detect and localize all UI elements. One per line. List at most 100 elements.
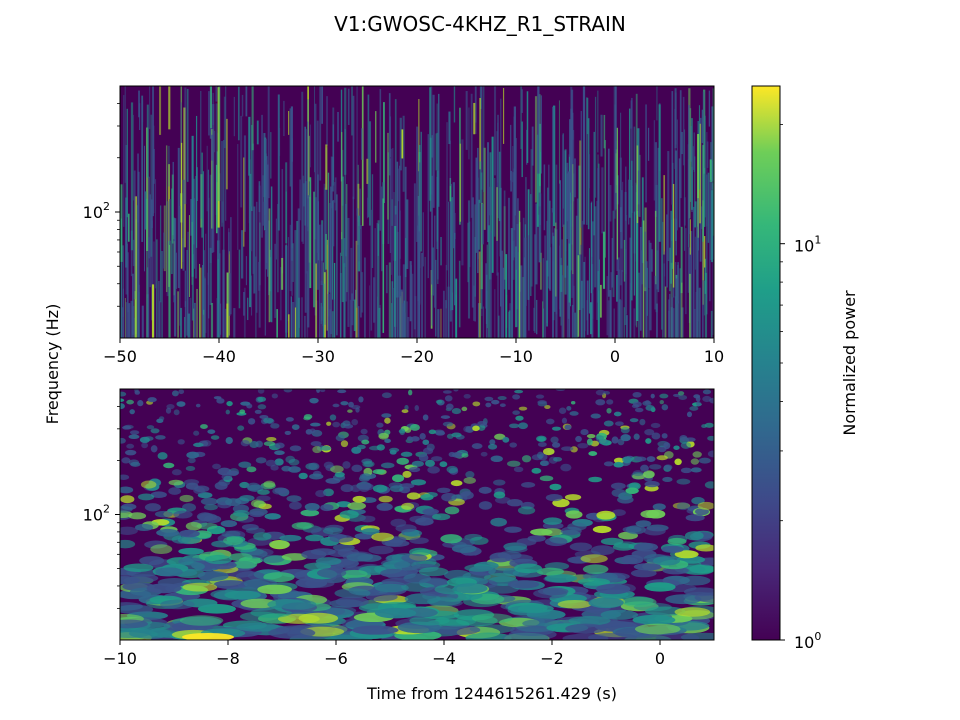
spectrogram-blob — [120, 506, 133, 513]
spectrogram-blob — [696, 401, 702, 407]
spectrogram-blob — [622, 456, 633, 463]
spectrogram-streak — [128, 213, 130, 242]
spectrogram-streak — [497, 272, 499, 338]
spectrogram-blob — [342, 461, 351, 469]
spectrogram-blob — [595, 389, 606, 396]
spectrogram-streak — [334, 177, 337, 211]
spectrogram-streak — [243, 292, 245, 316]
spectrogram-blob — [509, 423, 520, 429]
spectrogram-streak — [323, 183, 326, 312]
spectrogram-streak — [243, 287, 246, 338]
spectrogram-blob — [213, 580, 248, 590]
spectrogram-streak — [494, 177, 496, 237]
spectrogram-blob — [193, 442, 204, 448]
spectrogram-streak — [511, 145, 514, 183]
spectrogram-streak — [613, 308, 615, 338]
spectrogram-blob — [378, 432, 389, 440]
spectrogram-streak — [549, 247, 552, 291]
spectrogram-streak — [519, 277, 522, 338]
spectrogram-blob — [285, 417, 294, 422]
spectrogram-blob — [656, 455, 668, 461]
spectrogram-streak — [350, 247, 353, 338]
spectrogram-blob — [154, 510, 173, 518]
spectrogram-streak — [146, 127, 149, 251]
spectrogram-blob — [644, 606, 686, 616]
spectrogram-streak — [233, 308, 236, 338]
spectrogram-streak — [215, 86, 218, 102]
spectrogram-peak — [182, 633, 234, 640]
spectrogram-blob — [564, 494, 582, 501]
spectrogram-streak — [482, 306, 485, 338]
spectrogram-blob — [451, 407, 462, 415]
bottom-x-axis: −10 −8 −6 −4 −2 0 — [103, 640, 665, 668]
spectrogram-streak — [130, 102, 134, 251]
spectrogram-blob — [590, 545, 615, 556]
spectrogram-streak — [417, 225, 420, 338]
spectrogram-streak — [189, 297, 192, 338]
spectrogram-streak — [307, 195, 310, 328]
spectrogram-streak — [219, 173, 221, 319]
spectrogram-blob — [400, 451, 413, 457]
spectrogram-streak — [224, 308, 227, 338]
spectrogram-blob — [372, 484, 388, 493]
spectrogram-blob — [507, 460, 521, 467]
spectrogram-streak — [210, 86, 212, 129]
spectrogram-streak — [141, 305, 144, 338]
spectrogram-streak — [507, 197, 510, 290]
spectrogram-blob — [339, 510, 359, 519]
spectrogram-streak — [588, 248, 590, 314]
spectrogram-streak — [589, 302, 593, 335]
bottom-y-axis: 102 — [83, 406, 120, 609]
spectrogram-streak — [409, 261, 412, 322]
spectrogram-blob — [497, 396, 507, 401]
spectrogram-blob — [632, 401, 642, 408]
spectrogram-blob — [485, 402, 492, 408]
spectrogram-blob — [499, 403, 506, 408]
spectrogram-streak — [698, 287, 701, 338]
spectrogram-streak — [266, 164, 269, 277]
spectrogram-streak — [137, 248, 140, 338]
spectrogram-blob — [372, 469, 385, 475]
spectrogram-blob — [237, 425, 245, 431]
spectrogram-streak — [291, 248, 293, 296]
x-tick-label: −10 — [103, 649, 137, 668]
spectrogram-blob — [680, 467, 692, 474]
spectrogram-streak — [701, 109, 703, 144]
spectrogram-blob — [146, 583, 182, 594]
spectrogram-streak — [177, 147, 180, 289]
spectrogram-blob — [558, 407, 567, 414]
spectrogram-streak — [329, 309, 332, 338]
spectrogram-streak — [184, 87, 187, 205]
spectrogram-blob — [122, 425, 132, 430]
spectrogram-streak — [173, 217, 175, 303]
spectrogram-blob — [489, 439, 496, 446]
spectrogram-blob — [201, 440, 212, 447]
spectrogram-streak — [601, 167, 604, 234]
spectrogram-streak — [132, 239, 135, 267]
spectrogram-streak — [602, 231, 606, 289]
spectrogram-streak — [154, 179, 157, 289]
spectrogram-streak — [549, 200, 551, 290]
spectrogram-blob — [587, 632, 638, 640]
spectrogram-streak — [223, 140, 225, 273]
spectrogram-blob — [565, 623, 607, 634]
spectrogram-blob — [686, 411, 693, 418]
spectrogram-streak — [570, 126, 573, 170]
spectrogram-blob — [322, 527, 343, 535]
spectrogram-streak — [642, 220, 645, 338]
spectrogram-streak — [526, 129, 528, 165]
spectrogram-streak — [635, 182, 637, 326]
spectrogram-streak — [344, 249, 347, 302]
spectrogram-streak — [393, 192, 395, 261]
spectrogram-blob — [477, 420, 488, 426]
spectrogram-streak — [124, 86, 126, 183]
spectrogram-blob — [544, 537, 568, 547]
spectrogram-streak — [594, 206, 597, 288]
spectrogram-blob — [384, 539, 410, 547]
spectrogram-blob — [380, 462, 395, 469]
spectrogram-streak — [228, 228, 230, 255]
spectrogram-streak — [704, 115, 706, 218]
spectrogram-streak — [698, 105, 701, 190]
spectrogram-streak — [471, 197, 474, 308]
spectrogram-blob — [450, 480, 463, 487]
